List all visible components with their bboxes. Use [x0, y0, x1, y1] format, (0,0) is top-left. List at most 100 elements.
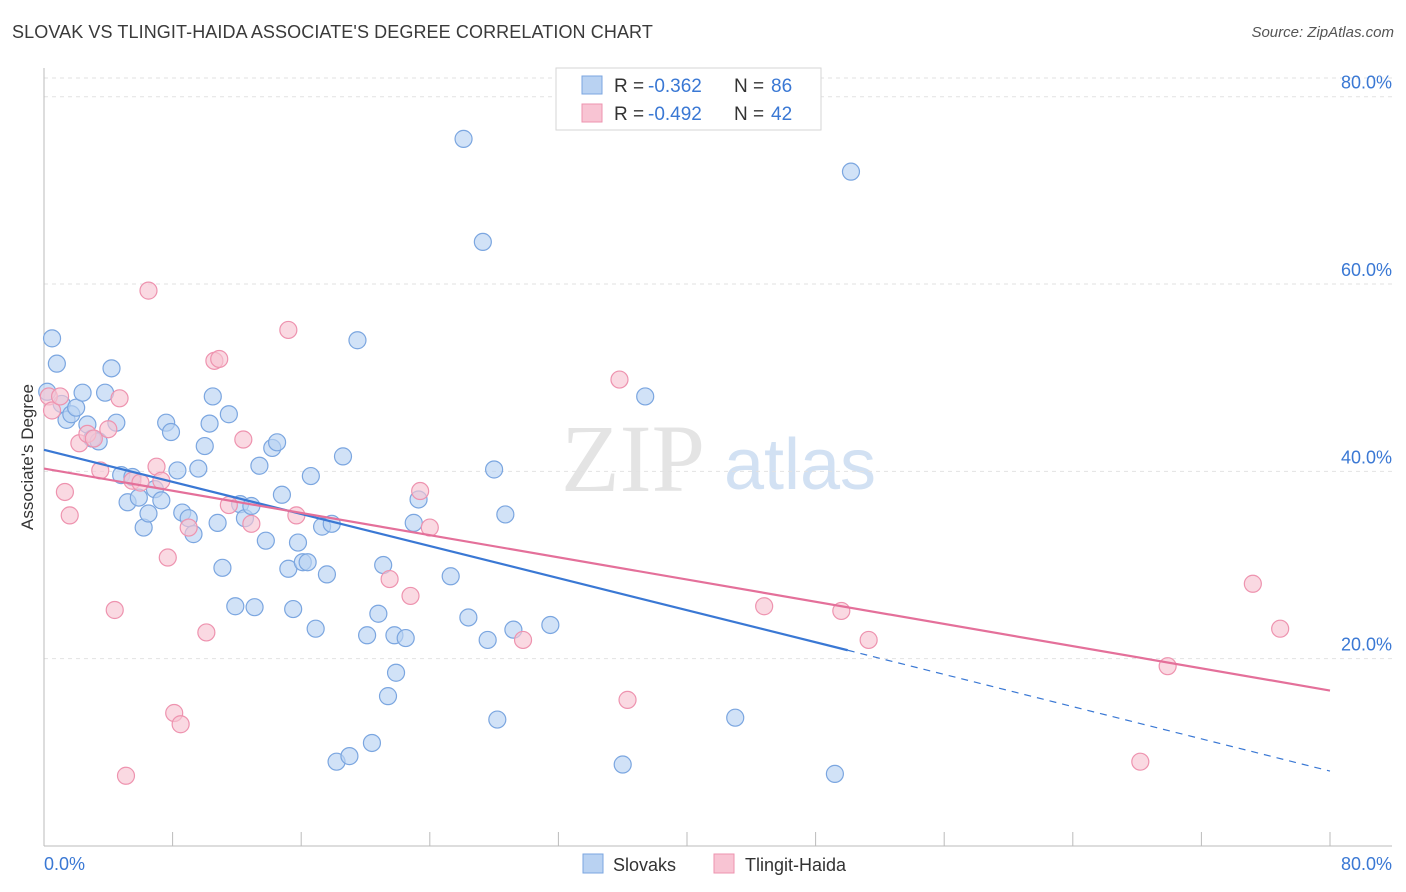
slovaks-point: [369, 604, 388, 623]
slovaks-point: [404, 513, 423, 532]
legend-bottom-swatch-slovaks: [582, 853, 604, 874]
legend-n-value-2: 42: [771, 104, 792, 125]
slovaks-point: [139, 504, 158, 523]
tlingit-point: [610, 370, 629, 389]
slovaks-point: [348, 331, 367, 350]
slovaks-point: [340, 746, 359, 766]
legend-r-label-1: R =: [614, 76, 649, 97]
slovaks-point: [152, 491, 171, 510]
slovaks-point: [226, 597, 245, 616]
slovaks-point: [333, 447, 353, 466]
trend-lines: [43, 448, 1331, 772]
slovaks-point: [288, 533, 308, 552]
slovaks-point: [250, 456, 269, 475]
tlingit-point: [197, 623, 216, 642]
y-tick-label: 40.0%: [1341, 447, 1392, 467]
tlingit-point: [50, 387, 70, 406]
slovaks-point: [825, 764, 844, 783]
legend-bottom-label-tlingit: Tlingit-Haida: [745, 855, 847, 875]
legend-r-value-2: -0.492: [648, 104, 702, 125]
tlingit-point: [287, 506, 306, 525]
slovaks-point: [488, 710, 507, 729]
slovaks-point: [541, 615, 560, 635]
slovaks-point: [161, 422, 181, 442]
slovaks-point: [396, 628, 415, 648]
slovaks-point: [454, 129, 473, 148]
slovaks-point: [485, 460, 504, 479]
tlingit-point: [279, 320, 298, 340]
tlingit-point: [158, 548, 177, 567]
legend-swatch-tlingit: [581, 103, 603, 123]
tlingit-point: [234, 430, 253, 449]
tlingit-point: [105, 600, 124, 620]
tlingit-point: [513, 630, 533, 650]
slovaks-point: [129, 488, 148, 507]
tlingit-point: [859, 630, 878, 650]
chart-title: SLOVAK VS TLINGIT-HAIDA ASSOCIATE'S DEGR…: [12, 22, 653, 42]
x-tick-label-min: 0.0%: [44, 854, 85, 874]
tlingit-point: [242, 514, 261, 533]
slovaks-point: [189, 459, 208, 478]
legend-bottom-label-slovaks: Slovaks: [613, 855, 676, 875]
tlingit-point: [116, 766, 136, 785]
slovaks-point: [301, 466, 320, 486]
slovaks-point: [298, 553, 317, 572]
slovaks-point: [284, 599, 303, 619]
tlingit-point: [380, 569, 399, 589]
y-tick-label: 20.0%: [1341, 635, 1392, 655]
y-axis-label: Associate's Degree: [18, 384, 37, 530]
legend-bottom-swatch-tlingit: [713, 853, 735, 874]
slovaks-point: [256, 531, 275, 550]
watermark: ZIP atlas: [561, 405, 876, 512]
y-tick-label: 60.0%: [1341, 260, 1392, 280]
legend-swatch-slovaks: [581, 75, 603, 95]
slovaks-point: [362, 733, 382, 753]
slovaks-point: [219, 405, 238, 424]
tlingit-point: [411, 481, 430, 501]
slovaks-point: [478, 630, 497, 650]
legend-n-label-2: N =: [734, 104, 769, 125]
tlingit-trend-line: [43, 467, 1331, 692]
slovaks-trend-extension: [847, 649, 1331, 772]
slovaks-point: [67, 398, 86, 417]
legend-n-label-1: N =: [734, 76, 769, 97]
slovaks-point: [306, 619, 325, 638]
slovaks-point: [317, 565, 337, 584]
slovaks-point: [378, 687, 398, 706]
tlingit-point: [110, 389, 129, 408]
y-tick-label: 80.0%: [1341, 73, 1392, 93]
slovaks-point: [213, 558, 232, 577]
tlingit-point: [401, 586, 420, 606]
tlingit-point: [131, 473, 150, 492]
slovaks-point: [496, 505, 515, 524]
slovaks-point: [386, 663, 406, 682]
slovaks-point: [208, 513, 227, 532]
tlingit-point: [99, 420, 118, 439]
legend-row-2: R = -0.492 N = 42: [614, 104, 792, 125]
tlingit-point: [171, 715, 190, 734]
slovaks-point: [441, 567, 460, 586]
slovaks-point: [473, 232, 492, 252]
slovaks-point: [203, 387, 222, 406]
watermark-atlas: atlas: [724, 425, 876, 505]
data-points: [38, 129, 1290, 785]
tlingit-point: [618, 690, 637, 709]
slovaks-point: [102, 359, 121, 378]
slovaks-point: [245, 598, 264, 617]
tlingit-point: [139, 281, 158, 300]
slovaks-point: [358, 626, 377, 645]
slovaks-point: [73, 383, 92, 402]
slovaks-trend-line: [43, 448, 849, 652]
tlingit-point: [60, 506, 79, 525]
slovaks-point: [841, 162, 861, 181]
x-tick-labels: 0.0% 80.0%: [44, 854, 1392, 874]
slovaks-point: [47, 354, 66, 373]
tlingit-point: [1131, 752, 1150, 771]
legend-r-label-2: R =: [614, 104, 649, 125]
slovaks-point: [42, 329, 62, 348]
slovaks-point: [200, 414, 219, 433]
tlingit-point: [755, 597, 774, 616]
slovaks-point: [267, 433, 287, 452]
tlingit-point: [42, 401, 62, 420]
tlingit-point: [55, 482, 74, 502]
